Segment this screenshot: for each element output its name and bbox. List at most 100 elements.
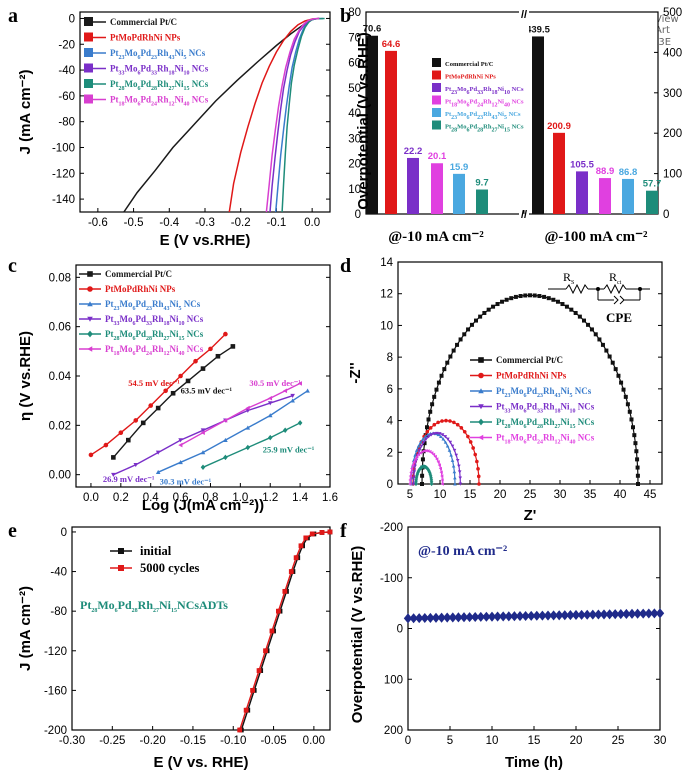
label-part: PtMoPdRhNi NPs: [110, 33, 181, 43]
data-point: [245, 405, 250, 411]
legend-label: PtMoPdRhNi NPs: [496, 371, 567, 381]
data-point: [440, 474, 444, 478]
data-point: [475, 459, 479, 464]
label-part: 10: [179, 321, 185, 327]
data-point: [466, 434, 470, 439]
data-point: [633, 608, 642, 619]
label-part: 23: [451, 115, 457, 121]
label-part: 6: [133, 351, 136, 357]
label-part: Mo: [511, 386, 524, 396]
data-point: [416, 452, 421, 457]
x-tick-label: 5: [407, 489, 413, 501]
label-part: 10: [184, 71, 190, 77]
label-part: 18: [119, 102, 125, 108]
data-point: [434, 387, 439, 392]
label-part: 40: [570, 440, 576, 446]
data-point: [133, 418, 139, 423]
data-point: [482, 310, 487, 315]
data-point: [297, 420, 303, 426]
data-point: [419, 444, 424, 448]
x-tick-label: -0.10: [220, 735, 246, 747]
x-axis-title: Z': [524, 507, 537, 524]
label-part: Cs: [186, 598, 200, 612]
label-part: Mo: [457, 111, 466, 118]
label-part: 6: [467, 115, 470, 121]
data-point: [440, 433, 445, 437]
label-part: 28: [146, 336, 152, 342]
data-point: [599, 609, 609, 620]
label-part: Pd: [136, 344, 147, 354]
data-point: [447, 448, 452, 452]
data-point: [482, 611, 491, 622]
series-line: [112, 345, 234, 458]
legend-swatch: [432, 70, 441, 80]
data-point: [426, 612, 435, 623]
data-point: [420, 457, 425, 462]
label-part: 24: [151, 102, 157, 108]
bar-value-label: 200.9: [547, 121, 571, 132]
label-part: NCs: [185, 314, 204, 324]
y-tick-label: -100: [52, 142, 75, 154]
x-axis-title: Log (J(mA cm⁻²)): [142, 497, 264, 514]
data-point: [420, 482, 424, 486]
data-point: [627, 608, 637, 619]
data-point: [140, 420, 146, 426]
data-point: [477, 482, 481, 486]
data-point: [408, 478, 412, 482]
label-part: NCs: [576, 417, 595, 427]
label-part: Pd: [470, 99, 478, 106]
data-point: [305, 388, 310, 393]
x-tick-label: -0.1: [267, 217, 287, 229]
legend-swatch: [432, 95, 441, 105]
data-point: [445, 444, 450, 448]
label-part: Pt: [105, 299, 114, 309]
data-point: [650, 608, 659, 619]
label-part: Rh: [152, 314, 164, 324]
label-part: 28: [119, 86, 125, 92]
label-part: Ni: [175, 48, 184, 58]
y-tick-label: 10: [348, 184, 361, 196]
x-tick-label: -0.20: [140, 735, 166, 747]
x-tick-label: 0.0: [304, 217, 320, 229]
data-point: [303, 535, 309, 541]
data-point: [420, 473, 425, 478]
label-part: Ni: [497, 99, 504, 106]
label-part: 15: [184, 86, 190, 92]
label-part: Pt: [105, 329, 114, 339]
y-tick-label: -200: [380, 522, 403, 534]
data-point: [455, 458, 460, 463]
y-tick-label: 0: [69, 13, 75, 25]
data-point: [435, 457, 439, 461]
x-tick-label: 25: [524, 489, 537, 501]
data-point: [532, 293, 537, 298]
data-point: [427, 468, 431, 474]
label-part: Ni: [170, 299, 179, 309]
data-point: [458, 482, 463, 486]
data-point: [431, 452, 436, 457]
data-point: [421, 440, 426, 445]
data-point: [263, 648, 268, 654]
label-part: Mo: [457, 86, 466, 93]
data-point: [436, 380, 441, 385]
label-part: NCs: [185, 344, 204, 354]
label-part: 6: [138, 102, 141, 108]
data-point: [185, 378, 191, 384]
legend-marker: [87, 286, 93, 292]
label-part: Pt: [496, 417, 505, 427]
data-point: [410, 466, 414, 471]
label-part: N: [177, 598, 186, 612]
x-tick-label: -0.05: [260, 735, 286, 747]
label-part: Pd: [136, 314, 147, 324]
label-part: Pd: [470, 86, 478, 93]
data-point: [432, 422, 437, 427]
label-part: Pt: [445, 111, 452, 118]
data-point: [635, 457, 640, 462]
x-tick-label: -0.5: [124, 217, 144, 229]
y-tick-label: 0.02: [49, 420, 71, 432]
series-line: [157, 390, 308, 473]
label-part: 10: [570, 409, 576, 415]
data-point: [445, 360, 450, 365]
data-point: [288, 569, 294, 574]
data-point: [414, 481, 418, 487]
